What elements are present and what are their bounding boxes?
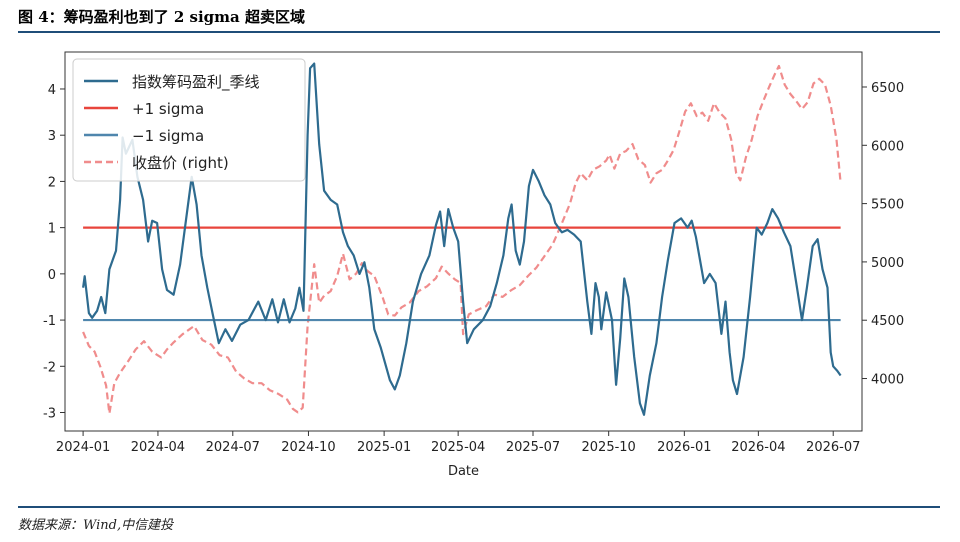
y-left-tick-label: -1 — [43, 314, 56, 329]
y-right-tick-label: 5500 — [871, 198, 904, 213]
y-left-tick-label: -2 — [43, 360, 56, 375]
x-tick-label: 2024-10 — [281, 440, 335, 455]
x-axis-label: Date — [448, 464, 479, 479]
x-tick-label: 2024-04 — [131, 440, 185, 455]
legend-label: +1 sigma — [132, 100, 204, 118]
plot-border — [64, 51, 863, 432]
y-right-tick-label: 4500 — [871, 314, 904, 329]
y-left-tick-label: -3 — [43, 407, 56, 422]
x-tick-label: 2026-07 — [806, 440, 860, 455]
y-left-tick-label: 3 — [48, 129, 56, 144]
y-right-tick-label: 6000 — [871, 139, 904, 154]
y-axis-right: 6500 6000 5500 5000 4500 4000 — [862, 81, 904, 388]
profit-line — [82, 62, 842, 416]
plot-frame — [64, 51, 863, 432]
figure-title: 图 4：筹码盈利也到了 2 sigma 超卖区域 — [18, 8, 305, 26]
y-left-tick-label: 4 — [48, 83, 56, 98]
y-right-tick-label: 6500 — [871, 81, 904, 96]
legend-label: 指数筹码盈利_季线 — [132, 73, 260, 92]
x-tick-label: 2025-10 — [582, 440, 636, 455]
y-axis-left: 4 3 2 1 0 -1 -2 -3 — [43, 83, 65, 422]
x-tick-label: 2025-04 — [431, 440, 485, 455]
x-tick-label: 2024-01 — [56, 440, 110, 455]
y-left-tick-label: 0 — [48, 268, 56, 283]
x-tick-label: 2025-07 — [506, 440, 560, 455]
close-price-line — [82, 64, 842, 415]
y-right-tick-label: 4000 — [871, 373, 904, 388]
source-note: 数据来源：Wind,中信建投 — [18, 518, 174, 533]
y-right-tick-label: 5000 — [871, 256, 904, 271]
header-rule — [18, 31, 940, 33]
footer-rule — [18, 506, 940, 508]
x-tick-label: 2026-04 — [731, 440, 785, 455]
x-tick-label: 2025-01 — [357, 440, 411, 455]
legend-box — [72, 58, 306, 182]
plot-series — [82, 62, 842, 416]
legend-label: −1 sigma — [132, 127, 204, 145]
x-axis: 2024-01 2024-04 2024-07 2024-10 2025-01 2025-… — [56, 431, 860, 455]
x-tick-label: 2026-01 — [657, 440, 711, 455]
x-tick-label: 2024-07 — [206, 440, 260, 455]
y-left-tick-label: 1 — [48, 222, 56, 237]
y-left-tick-label: 2 — [48, 175, 56, 190]
legend: 指数筹码盈利_季线 +1 sigma −1 sigma 收盘价 (right) — [72, 58, 306, 182]
legend-label: 收盘价 (right) — [132, 154, 229, 172]
